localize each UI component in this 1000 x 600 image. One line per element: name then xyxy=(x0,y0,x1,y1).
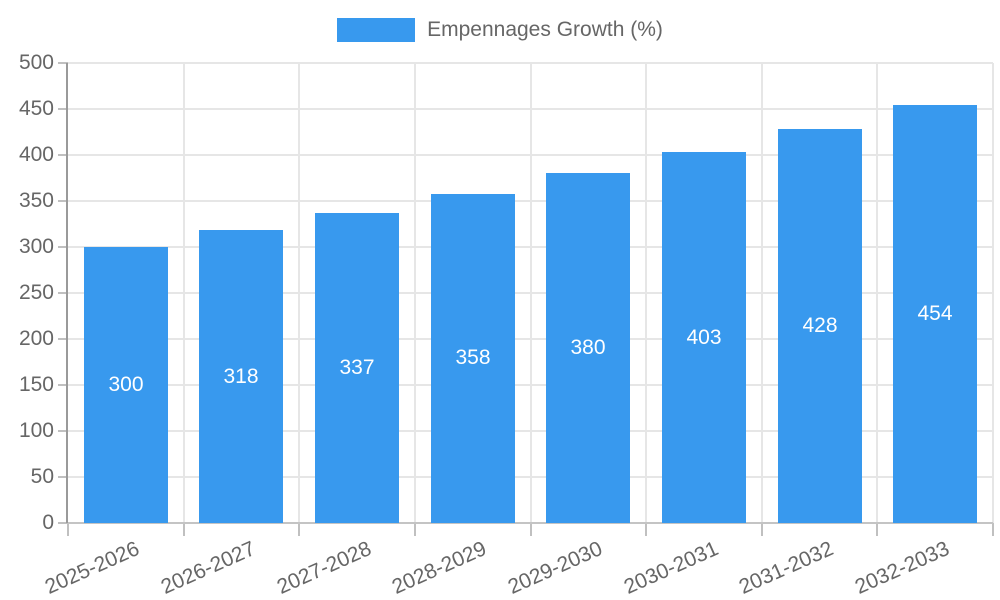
y-tick-label: 200 xyxy=(18,327,54,350)
y-axis-tick xyxy=(58,292,68,294)
x-axis-tick xyxy=(876,523,879,536)
y-tick-label: 0 xyxy=(42,511,54,534)
bar-value-label: 358 xyxy=(455,346,491,370)
x-axis-tick xyxy=(298,523,301,536)
legend-label: Empennages Growth (%) xyxy=(427,18,663,41)
gridline-vertical xyxy=(182,63,185,523)
y-axis-tick xyxy=(58,200,68,202)
gridline-vertical xyxy=(413,63,416,523)
x-axis-tick xyxy=(413,523,416,536)
bar[interactable]: 318 xyxy=(199,230,283,523)
x-tick-label: 2028-2029 xyxy=(388,537,491,599)
legend-swatch xyxy=(337,18,416,42)
gridline-vertical xyxy=(992,63,994,523)
bar-value-label: 454 xyxy=(917,302,953,326)
gridline-vertical xyxy=(876,63,879,523)
x-axis-tick xyxy=(182,523,185,536)
y-axis-tick xyxy=(58,246,68,248)
gridline-vertical xyxy=(760,63,763,523)
bar[interactable]: 428 xyxy=(778,129,862,523)
y-tick-label: 350 xyxy=(18,189,54,212)
y-axis-tick xyxy=(58,62,68,64)
y-tick-label: 100 xyxy=(18,419,54,442)
x-tick-label: 2031-2032 xyxy=(735,537,837,599)
bar-value-label: 337 xyxy=(339,355,375,379)
y-axis-tick xyxy=(58,522,68,524)
y-axis-line xyxy=(66,63,68,523)
y-tick-label: 500 xyxy=(18,51,54,74)
x-axis-tick xyxy=(992,523,994,536)
y-tick-label: 50 xyxy=(30,465,54,488)
bar-value-label: 318 xyxy=(223,364,259,388)
x-tick-label: 2026-2027 xyxy=(157,537,259,599)
x-axis-tick xyxy=(67,523,69,536)
x-tick-label: 2025-2026 xyxy=(42,537,144,599)
bar[interactable]: 403 xyxy=(662,152,746,523)
legend: Empennages Growth (%) xyxy=(0,18,1000,42)
bar-value-label: 428 xyxy=(802,314,838,338)
y-axis-tick xyxy=(58,338,68,340)
y-axis-tick xyxy=(58,108,68,110)
x-tick-label: 2032-2033 xyxy=(851,537,953,599)
bar-value-label: 300 xyxy=(108,373,144,396)
gridline-vertical xyxy=(298,63,301,523)
x-axis-tick xyxy=(529,523,532,536)
gridline-vertical xyxy=(529,63,532,523)
bar[interactable]: 358 xyxy=(431,193,515,523)
y-axis-tick xyxy=(58,476,68,478)
y-tick-label: 400 xyxy=(18,143,54,166)
bar[interactable]: 337 xyxy=(315,212,399,523)
y-tick-label: 300 xyxy=(18,235,54,258)
x-axis-tick xyxy=(760,523,763,536)
y-tick-label: 450 xyxy=(18,97,54,120)
bar[interactable]: 454 xyxy=(893,105,977,523)
y-axis-tick xyxy=(58,384,68,386)
x-tick-label: 2029-2030 xyxy=(504,537,606,599)
y-tick-label: 250 xyxy=(18,281,54,304)
bar-value-label: 380 xyxy=(570,336,606,360)
bar[interactable]: 380 xyxy=(546,173,630,523)
y-tick-label: 150 xyxy=(18,373,54,396)
x-axis-tick xyxy=(645,523,648,536)
legend-item[interactable]: Empennages Growth (%) xyxy=(337,18,663,42)
x-tick-label: 2027-2028 xyxy=(273,537,375,599)
gridline-vertical xyxy=(645,63,648,523)
bar[interactable]: 300 xyxy=(84,247,168,523)
y-axis-tick xyxy=(58,430,68,432)
y-axis-tick xyxy=(58,154,68,156)
x-axis-line xyxy=(68,522,993,524)
bar-value-label: 403 xyxy=(686,325,722,349)
x-tick-label: 2030-2031 xyxy=(620,537,722,599)
